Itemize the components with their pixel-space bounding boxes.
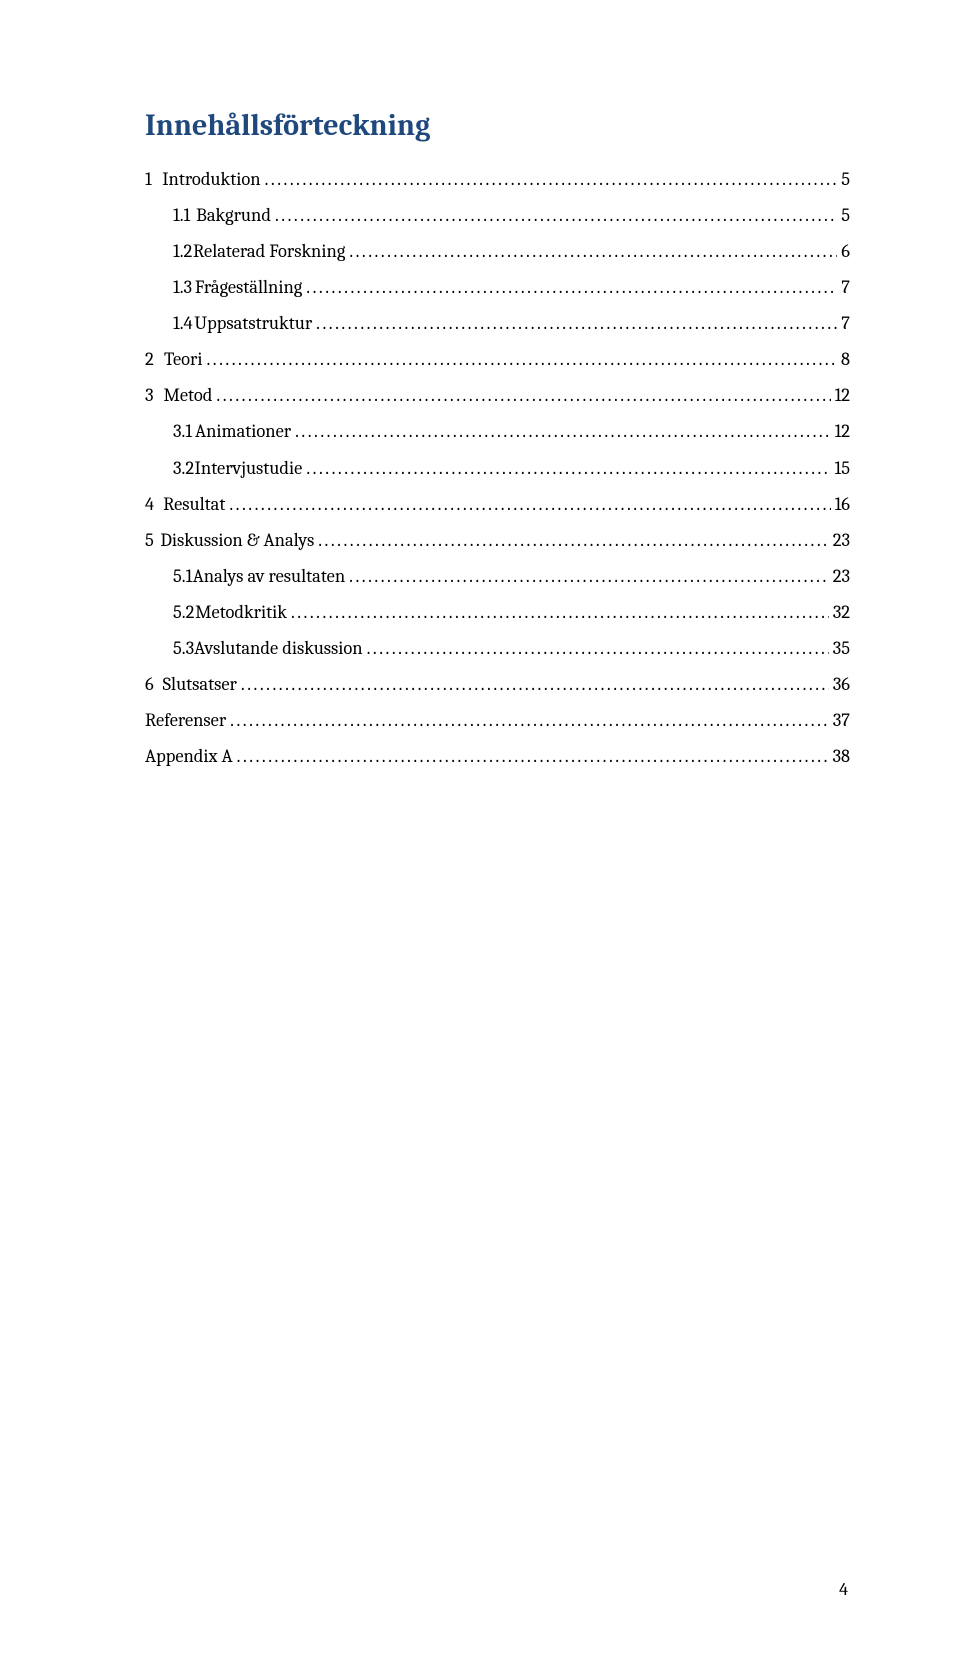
toc-entry-label: Analys av resultaten (193, 558, 345, 594)
toc-entry: 5.1Analys av resultaten 23 (145, 558, 850, 594)
toc-entry-label: Teori (164, 341, 203, 377)
toc-entry-page: 7 (837, 269, 850, 305)
toc-entry-label: Metodkritik (195, 594, 287, 630)
toc-entry-number: 5.1 (173, 558, 193, 594)
toc-entry-number: 3 (145, 377, 163, 413)
toc-entry: 5.3Avslutande diskussion 35 (145, 630, 850, 666)
toc-leader-dots (233, 738, 829, 774)
toc-entry: 1.1Bakgrund 5 (145, 197, 850, 233)
toc-entry: 5Diskussion & Analys 23 (145, 522, 850, 558)
toc-leader-dots (225, 486, 830, 522)
toc-entry: 3.1Animationer 12 (145, 413, 850, 449)
toc-entry-label: Appendix A (145, 738, 233, 774)
toc-entry-page: 5 (837, 161, 850, 197)
toc-leader-dots (212, 377, 830, 413)
toc-entry-label: Introduktion (162, 161, 260, 197)
toc-entry-number: 5.2 (173, 594, 195, 630)
toc-entry-label: Relaterad Forskning (193, 233, 345, 269)
toc-entry-label: Intervjustudie (195, 450, 303, 486)
toc-entry: 6Slutsatser 36 (145, 666, 850, 702)
toc-entry-page: 7 (837, 305, 850, 341)
toc-entry-label: Resultat (163, 486, 225, 522)
toc-entry-number: 6 (145, 666, 163, 702)
toc-entry-number: 1.1 (173, 197, 196, 233)
toc-entry-number: 3.2 (173, 450, 195, 486)
toc-entry-number: 1.3 (173, 269, 195, 305)
page-number: 4 (839, 1579, 848, 1600)
toc-leader-dots (271, 197, 837, 233)
toc-entry-number: 3.1 (173, 413, 195, 449)
toc-leader-dots (237, 666, 829, 702)
toc-entry-label: Slutsatser (163, 666, 237, 702)
toc-entry-number: 1.4 (173, 305, 194, 341)
toc-entry-page: 23 (829, 522, 850, 558)
toc-entry: Referenser 37 (145, 702, 850, 738)
toc-leader-dots (291, 413, 830, 449)
toc-entry-number: 5 (145, 522, 160, 558)
toc-entry-page: 8 (837, 341, 850, 377)
toc-entry: 1.2Relaterad Forskning 6 (145, 233, 850, 269)
toc-entry-page: 12 (831, 413, 850, 449)
toc-entry-label: Frågeställning (195, 269, 302, 305)
toc-list: 1Introduktion51.1Bakgrund51.2Relaterad F… (145, 161, 850, 774)
toc-entry-page: 35 (829, 630, 850, 666)
toc-leader-dots (363, 630, 829, 666)
toc-entry-number: 1 (145, 161, 162, 197)
toc-entry-number: 1.2 (173, 233, 193, 269)
toc-entry-page: 16 (831, 486, 850, 522)
toc-leader-dots (345, 233, 837, 269)
toc-entry-page: 6 (837, 233, 850, 269)
toc-entry: 3.2Intervjustudie 15 (145, 450, 850, 486)
toc-entry: Appendix A 38 (145, 738, 850, 774)
toc-entry: 4Resultat 16 (145, 486, 850, 522)
toc-leader-dots (226, 702, 829, 738)
toc-entry-label: Bakgrund (196, 197, 271, 233)
toc-entry-page: 5 (837, 197, 850, 233)
toc-entry: 5.2Metodkritik 32 (145, 594, 850, 630)
toc-leader-dots (314, 522, 828, 558)
toc-entry: 1.3Frågeställning 7 (145, 269, 850, 305)
toc-entry-label: Metod (163, 377, 212, 413)
toc-leader-dots (202, 341, 837, 377)
toc-entry-label: Referenser (145, 702, 226, 738)
toc-entry: 2Teori 8 (145, 341, 850, 377)
toc-leader-dots (287, 594, 829, 630)
toc-entry-page: 32 (829, 594, 850, 630)
toc-entry-page: 37 (829, 702, 850, 738)
toc-entry-page: 12 (831, 377, 850, 413)
toc-title: Innehållsförteckning (145, 108, 850, 143)
toc-entry-number: 2 (145, 341, 164, 377)
toc-leader-dots (302, 450, 830, 486)
toc-entry-page: 36 (829, 666, 850, 702)
toc-entry-label: Animationer (195, 413, 291, 449)
toc-leader-dots (302, 269, 837, 305)
toc-leader-dots (312, 305, 837, 341)
toc-entry: 3Metod 12 (145, 377, 850, 413)
toc-entry-label: Uppsatstruktur (194, 305, 312, 341)
toc-entry: 1Introduktion 5 (145, 161, 850, 197)
toc-entry: 1.4Uppsatstruktur 7 (145, 305, 850, 341)
toc-entry-page: 38 (828, 738, 850, 774)
toc-leader-dots (345, 558, 829, 594)
toc-leader-dots (261, 161, 838, 197)
toc-entry-page: 15 (831, 450, 851, 486)
toc-entry-number: 4 (145, 486, 163, 522)
toc-entry-page: 23 (829, 558, 850, 594)
toc-entry-number: 5.3 (173, 630, 194, 666)
toc-entry-label: Avslutande diskussion (194, 630, 362, 666)
document-page: Innehållsförteckning 1Introduktion51.1Ba… (0, 0, 960, 1672)
toc-entry-label: Diskussion & Analys (160, 522, 314, 558)
